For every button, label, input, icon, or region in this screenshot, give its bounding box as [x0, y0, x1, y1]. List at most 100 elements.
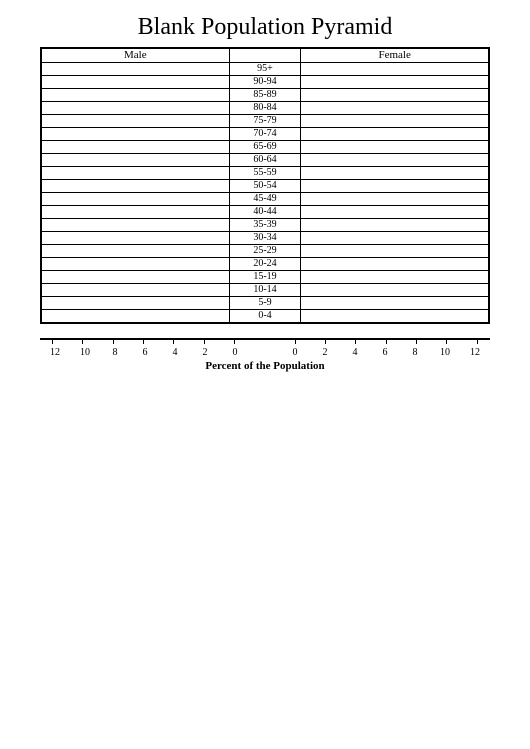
female-cell [301, 154, 489, 167]
table-row: 70-74 [41, 128, 489, 141]
tick-mark [234, 339, 235, 344]
table-row: 50-54 [41, 180, 489, 193]
tick-gap [258, 347, 272, 358]
age-label: 75-79 [229, 115, 301, 128]
table-row: 95+ [41, 63, 489, 76]
age-label: 85-89 [229, 89, 301, 102]
tick-mark [143, 339, 144, 344]
table-row: 15-19 [41, 271, 489, 284]
tick-marks [40, 339, 490, 345]
age-label: 90-94 [229, 76, 301, 89]
tick-mark [446, 339, 447, 344]
age-label: 40-44 [229, 206, 301, 219]
age-label: 35-39 [229, 219, 301, 232]
table-row: 55-59 [41, 167, 489, 180]
table-row: 90-94 [41, 76, 489, 89]
tick-label: 2 [318, 347, 332, 358]
male-cell [41, 297, 229, 310]
tick-mark [113, 339, 114, 344]
tick-labels: 12 10 8 6 4 2 0 0 2 4 6 8 10 12 [40, 347, 490, 358]
male-cell [41, 232, 229, 245]
tick-label: 0 [228, 347, 242, 358]
tick-label: 0 [288, 347, 302, 358]
male-cell [41, 310, 229, 324]
table-row: 30-34 [41, 232, 489, 245]
pyramid-body: 95+ 90-94 85-89 80-84 75-79 70-74 65-69 … [41, 63, 489, 324]
male-cell [41, 258, 229, 271]
tick-mark [416, 339, 417, 344]
header-male: Male [41, 48, 229, 63]
female-cell [301, 167, 489, 180]
page-title: Blank Population Pyramid [40, 14, 490, 41]
tick-label: 10 [78, 347, 92, 358]
male-cell [41, 284, 229, 297]
age-label: 15-19 [229, 271, 301, 284]
female-cell [301, 193, 489, 206]
female-cell [301, 141, 489, 154]
age-label: 5-9 [229, 297, 301, 310]
male-cell [41, 102, 229, 115]
female-cell [301, 102, 489, 115]
table-row: 80-84 [41, 102, 489, 115]
female-cell [301, 219, 489, 232]
age-label: 50-54 [229, 180, 301, 193]
tick-mark [173, 339, 174, 344]
tick-label: 8 [108, 347, 122, 358]
female-cell [301, 258, 489, 271]
tick-mark [386, 339, 387, 344]
tick-label: 4 [168, 347, 182, 358]
male-cell [41, 271, 229, 284]
tick-mark [82, 339, 83, 344]
male-cell [41, 89, 229, 102]
table-row: 10-14 [41, 284, 489, 297]
tick-mark [295, 339, 296, 344]
tick-label: 6 [378, 347, 392, 358]
header-female: Female [301, 48, 489, 63]
tick-mark [325, 339, 326, 344]
female-cell [301, 271, 489, 284]
female-cell [301, 310, 489, 324]
tick-mark [355, 339, 356, 344]
header-age [229, 48, 301, 63]
axis-caption: Percent of the Population [40, 360, 490, 372]
male-cell [41, 128, 229, 141]
tick-label: 12 [468, 347, 482, 358]
page: Blank Population Pyramid Male Female 95+… [0, 0, 530, 372]
male-cell [41, 219, 229, 232]
table-row: 85-89 [41, 89, 489, 102]
age-label: 20-24 [229, 258, 301, 271]
age-label: 65-69 [229, 141, 301, 154]
table-row: 75-79 [41, 115, 489, 128]
male-cell [41, 141, 229, 154]
age-label: 70-74 [229, 128, 301, 141]
tick-label: 8 [408, 347, 422, 358]
table-row: 45-49 [41, 193, 489, 206]
age-label: 45-49 [229, 193, 301, 206]
female-cell [301, 89, 489, 102]
female-cell [301, 206, 489, 219]
female-cell [301, 284, 489, 297]
male-cell [41, 76, 229, 89]
tick-label: 10 [438, 347, 452, 358]
age-label: 10-14 [229, 284, 301, 297]
header-row: Male Female [41, 48, 489, 63]
tick-label: 6 [138, 347, 152, 358]
female-cell [301, 76, 489, 89]
female-cell [301, 297, 489, 310]
age-label: 55-59 [229, 167, 301, 180]
female-cell [301, 63, 489, 76]
table-row: 25-29 [41, 245, 489, 258]
table-row: 40-44 [41, 206, 489, 219]
tick-label: 2 [198, 347, 212, 358]
tick-label: 4 [348, 347, 362, 358]
tick-mark [477, 339, 478, 344]
age-label: 0-4 [229, 310, 301, 324]
male-cell [41, 245, 229, 258]
female-cell [301, 180, 489, 193]
male-cell [41, 115, 229, 128]
tick-mark [204, 339, 205, 344]
table-row: 5-9 [41, 297, 489, 310]
female-cell [301, 245, 489, 258]
age-label: 25-29 [229, 245, 301, 258]
table-row: 0-4 [41, 310, 489, 324]
